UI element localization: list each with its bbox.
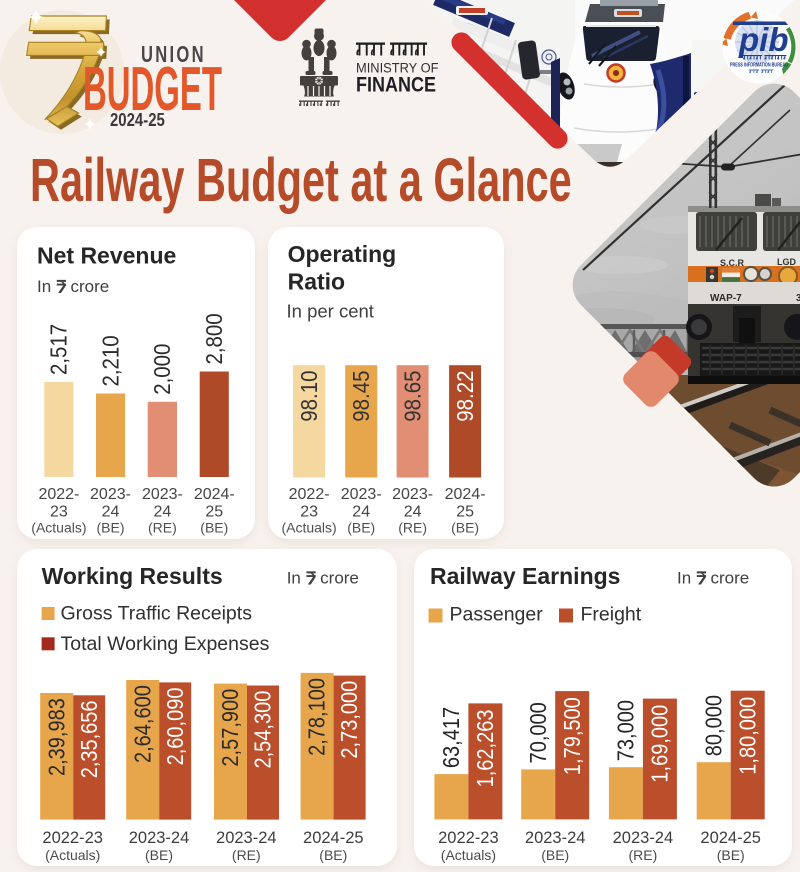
svg-text:1,62,263: 1,62,263 xyxy=(472,710,499,788)
svg-text:(Actuals): (Actuals) xyxy=(45,847,100,863)
svg-text:(BE): (BE) xyxy=(451,520,479,536)
svg-text:S.C.R: S.C.R xyxy=(720,258,745,268)
svg-text:2023-: 2023- xyxy=(90,486,131,503)
svg-text:Working Results: Working Results xyxy=(42,563,223,589)
svg-text:2023-24: 2023-24 xyxy=(525,829,586,847)
svg-text:(RE): (RE) xyxy=(148,520,177,536)
svg-text:pib: pib xyxy=(738,21,788,58)
svg-text:In: In xyxy=(37,277,51,296)
svg-text:23: 23 xyxy=(300,504,318,521)
svg-text:(BE): (BE) xyxy=(319,847,347,863)
svg-text:In: In xyxy=(287,569,301,588)
svg-text:2,78,100: 2,78,100 xyxy=(303,678,330,756)
svg-text:30: 30 xyxy=(796,293,800,304)
svg-text:2024-25: 2024-25 xyxy=(110,110,165,131)
svg-text:2022-23: 2022-23 xyxy=(438,829,499,847)
svg-text:1,69,000: 1,69,000 xyxy=(646,705,673,783)
svg-text:80,000: 80,000 xyxy=(700,695,727,756)
svg-text:In: In xyxy=(677,569,691,588)
svg-text:25: 25 xyxy=(456,504,474,521)
svg-text:Net Revenue: Net Revenue xyxy=(37,243,176,269)
svg-text:(BE): (BE) xyxy=(200,520,228,536)
svg-text:98.10: 98.10 xyxy=(296,371,323,422)
svg-text:Total Working Expenses: Total Working Expenses xyxy=(61,633,270,655)
svg-text:2023-: 2023- xyxy=(341,486,382,503)
svg-text:UNION: UNION xyxy=(141,42,206,67)
svg-text:2,64,600: 2,64,600 xyxy=(129,685,156,763)
svg-text:In per cent: In per cent xyxy=(287,301,374,322)
svg-text:63,417: 63,417 xyxy=(438,707,465,768)
svg-text:(Actuals): (Actuals) xyxy=(281,520,336,536)
svg-text:2,73,000: 2,73,000 xyxy=(336,681,363,759)
svg-text:Railway Earnings: Railway Earnings xyxy=(430,563,620,589)
svg-text:(BE): (BE) xyxy=(541,847,569,863)
svg-text:1,80,000: 1,80,000 xyxy=(734,697,761,775)
svg-text:Freight: Freight xyxy=(581,604,642,626)
svg-text:73,000: 73,000 xyxy=(612,700,639,761)
svg-text:2023-: 2023- xyxy=(142,486,183,503)
svg-text:24: 24 xyxy=(102,504,120,521)
svg-text:98.22: 98.22 xyxy=(452,371,479,422)
svg-text:Railway Budget at a Glance: Railway Budget at a Glance xyxy=(30,147,572,215)
svg-text:2024-: 2024- xyxy=(194,486,235,503)
svg-text:Gross Traffic Receipts: Gross Traffic Receipts xyxy=(61,603,253,625)
svg-text:crore: crore xyxy=(710,569,749,588)
svg-text:Passenger: Passenger xyxy=(450,604,544,626)
svg-text:2022-: 2022- xyxy=(289,486,330,503)
svg-text:2022-: 2022- xyxy=(38,486,79,503)
svg-text:2023-24: 2023-24 xyxy=(129,829,190,847)
svg-text:70,000: 70,000 xyxy=(524,702,551,763)
svg-text:PRESS INFORMATION BUREAU: PRESS INFORMATION BUREAU xyxy=(730,63,788,69)
svg-text:2,57,900: 2,57,900 xyxy=(217,689,244,767)
svg-text:24: 24 xyxy=(404,504,422,521)
svg-text:(RE): (RE) xyxy=(629,847,658,863)
svg-text:2,39,983: 2,39,983 xyxy=(43,698,70,776)
svg-text:2,60,090: 2,60,090 xyxy=(161,688,188,766)
svg-text:(BE): (BE) xyxy=(347,520,375,536)
svg-text:25: 25 xyxy=(205,504,223,521)
svg-text:2023-24: 2023-24 xyxy=(216,829,277,847)
svg-text:2,54,300: 2,54,300 xyxy=(249,691,276,769)
svg-text:24: 24 xyxy=(154,504,172,521)
svg-text:2,210: 2,210 xyxy=(97,335,124,386)
svg-text:(RE): (RE) xyxy=(398,520,427,536)
svg-text:98.65: 98.65 xyxy=(399,371,426,422)
svg-text:2023-24: 2023-24 xyxy=(613,829,674,847)
svg-text:2,800: 2,800 xyxy=(201,313,228,364)
svg-text:2024-: 2024- xyxy=(445,486,486,503)
svg-text:2024-25: 2024-25 xyxy=(303,829,364,847)
svg-text:2,517: 2,517 xyxy=(45,324,72,375)
svg-text:2024-25: 2024-25 xyxy=(700,829,761,847)
svg-text:crore: crore xyxy=(70,277,109,296)
svg-text:(BE): (BE) xyxy=(145,847,173,863)
svg-text:23: 23 xyxy=(50,504,68,521)
svg-text:1,79,500: 1,79,500 xyxy=(558,697,585,775)
svg-text:(Actuals): (Actuals) xyxy=(31,520,86,536)
svg-text:WAP-7: WAP-7 xyxy=(710,293,742,304)
svg-text:(BE): (BE) xyxy=(717,847,745,863)
svg-text:(BE): (BE) xyxy=(97,520,125,536)
svg-text:crore: crore xyxy=(320,569,359,588)
svg-text:2,000: 2,000 xyxy=(149,344,176,395)
svg-text:2022-23: 2022-23 xyxy=(42,829,103,847)
svg-text:24: 24 xyxy=(352,504,370,521)
svg-text:BUDGET: BUDGET xyxy=(83,54,222,124)
svg-text:98.45: 98.45 xyxy=(348,371,375,422)
svg-text:MINISTRY OF: MINISTRY OF xyxy=(356,60,438,76)
svg-text:2023-: 2023- xyxy=(392,486,433,503)
svg-text:FINANCE: FINANCE xyxy=(356,73,436,97)
svg-text:(Actuals): (Actuals) xyxy=(441,847,496,863)
svg-text:(RE): (RE) xyxy=(232,847,261,863)
svg-text:2,35,656: 2,35,656 xyxy=(75,700,102,778)
svg-text:Operating: Operating xyxy=(288,241,397,267)
svg-text:Ratio: Ratio xyxy=(288,269,346,295)
svg-text:LGD: LGD xyxy=(777,257,796,267)
